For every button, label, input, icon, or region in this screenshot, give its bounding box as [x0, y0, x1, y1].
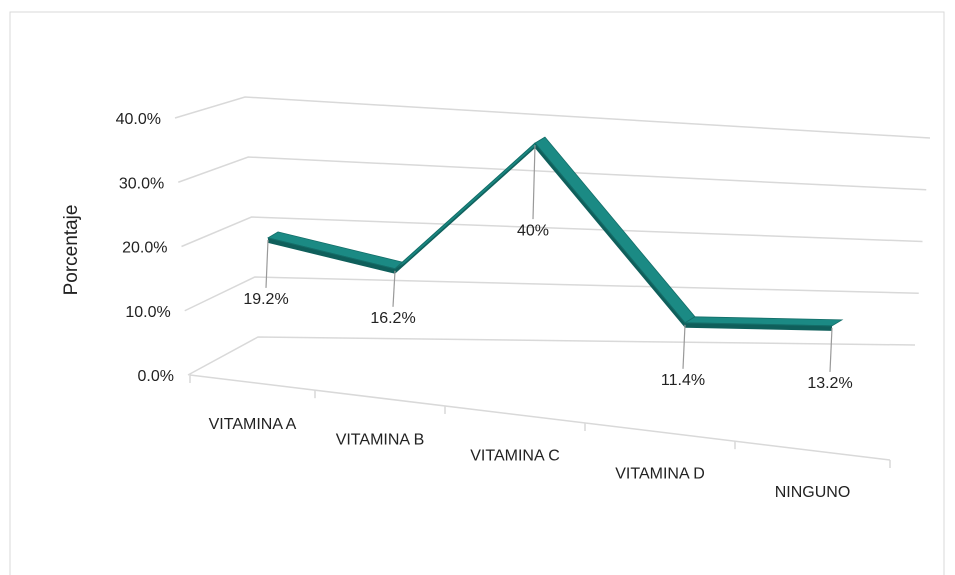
ribbon-side	[685, 322, 832, 331]
y-tick-label: 40.0%	[116, 111, 161, 128]
grid-line	[181, 216, 923, 248]
grid-line	[177, 156, 927, 191]
ribbon-side	[535, 143, 685, 328]
leader-line	[265, 239, 269, 288]
leader-line	[682, 324, 686, 369]
leader-line	[829, 327, 833, 372]
y-tick-label: 30.0%	[119, 175, 164, 192]
x-tick-label: VITAMINA A	[209, 416, 297, 433]
y-axis-label: Porcentaje	[61, 205, 82, 296]
data-label: 13.2%	[807, 375, 852, 392]
grid-line	[174, 96, 931, 139]
x-tick-label: VITAMINA D	[615, 465, 705, 482]
y-tick-label: 20.0%	[122, 240, 167, 257]
ribbon-side	[268, 237, 395, 274]
data-label: 40%	[517, 222, 549, 239]
data-label: 11.4%	[661, 372, 705, 389]
grid-line	[187, 336, 916, 376]
x-tick-label: NINGUNO	[775, 484, 851, 501]
grid-line	[184, 276, 919, 312]
x-tick-label: VITAMINA B	[336, 431, 425, 448]
chart-border	[9, 11, 945, 575]
data-label: 19.2%	[243, 291, 288, 308]
line	[267, 142, 833, 327]
y-tick-label: 10.0%	[125, 304, 170, 321]
x-tick-label: VITAMINA C	[470, 448, 560, 465]
data-label: 16.2%	[370, 310, 415, 327]
leader-line	[532, 145, 536, 220]
x-axis	[189, 374, 891, 461]
leader-line	[392, 270, 396, 307]
y-tick-label: 0.0%	[138, 368, 174, 385]
